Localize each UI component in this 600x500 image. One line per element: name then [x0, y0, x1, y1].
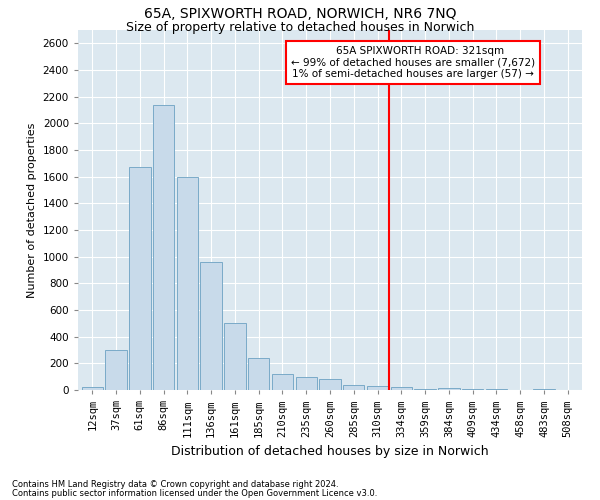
Bar	[224, 324, 245, 390]
Bar	[438, 388, 460, 390]
Text: 65A SPIXWORTH ROAD: 321sqm
← 99% of detached houses are smaller (7,672)
1% of se: 65A SPIXWORTH ROAD: 321sqm ← 99% of deta…	[291, 46, 535, 79]
Bar	[319, 380, 341, 390]
Bar	[415, 388, 436, 390]
Y-axis label: Number of detached properties: Number of detached properties	[27, 122, 37, 298]
Bar	[343, 384, 364, 390]
Text: 65A, SPIXWORTH ROAD, NORWICH, NR6 7NQ: 65A, SPIXWORTH ROAD, NORWICH, NR6 7NQ	[144, 8, 456, 22]
Bar	[153, 104, 174, 390]
Bar	[106, 350, 127, 390]
Bar	[129, 168, 151, 390]
Bar	[533, 389, 554, 390]
Bar	[248, 358, 269, 390]
X-axis label: Distribution of detached houses by size in Norwich: Distribution of detached houses by size …	[171, 445, 489, 458]
Bar	[82, 388, 103, 390]
Text: Contains public sector information licensed under the Open Government Licence v3: Contains public sector information licen…	[12, 489, 377, 498]
Bar	[367, 386, 388, 390]
Bar	[176, 176, 198, 390]
Bar	[462, 389, 484, 390]
Text: Size of property relative to detached houses in Norwich: Size of property relative to detached ho…	[126, 21, 474, 34]
Bar	[296, 376, 317, 390]
Bar	[272, 374, 293, 390]
Bar	[200, 262, 222, 390]
Text: Contains HM Land Registry data © Crown copyright and database right 2024.: Contains HM Land Registry data © Crown c…	[12, 480, 338, 489]
Bar	[391, 388, 412, 390]
